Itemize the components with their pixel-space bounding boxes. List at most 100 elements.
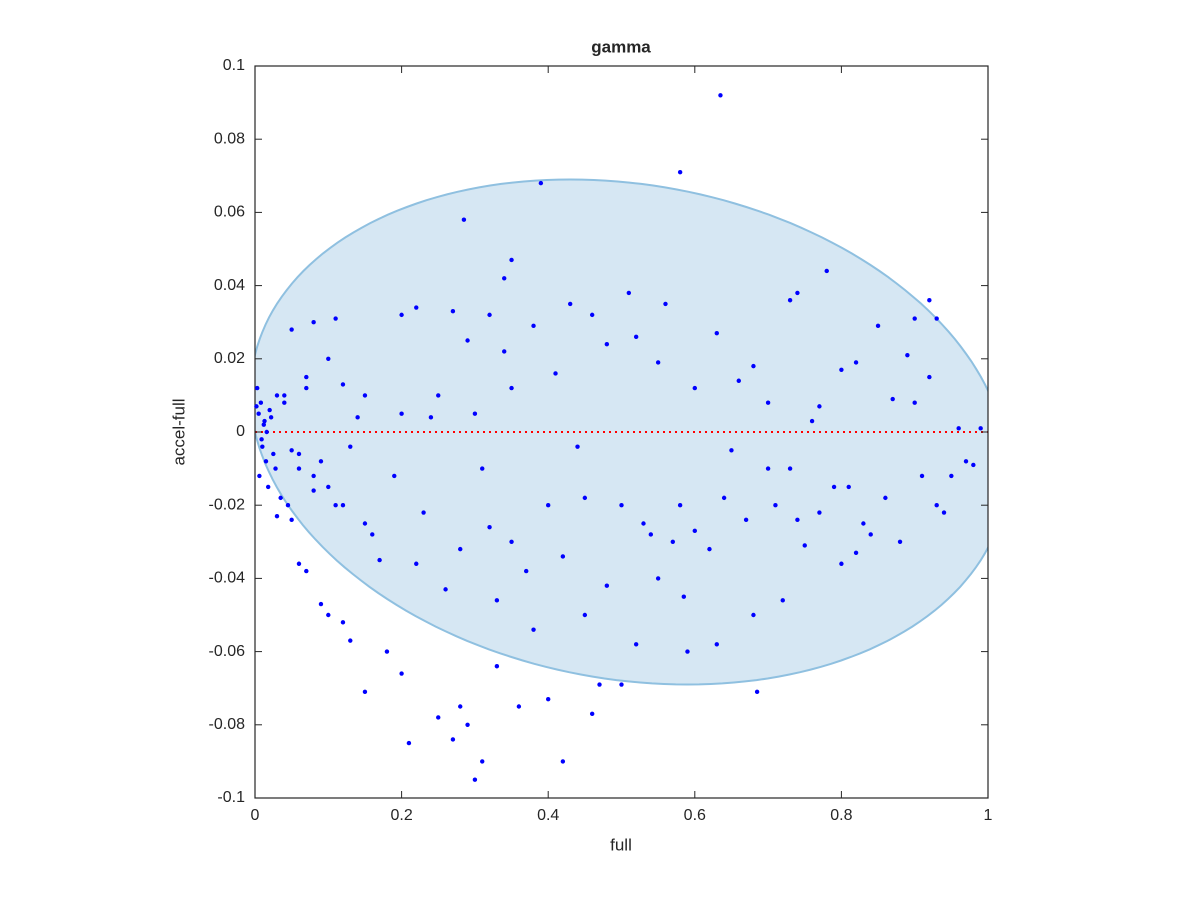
point <box>809 418 815 424</box>
point <box>919 473 925 479</box>
point <box>754 689 760 695</box>
point <box>718 93 723 98</box>
x-axis-label: full <box>610 835 632 854</box>
point <box>546 503 551 508</box>
point <box>326 612 331 618</box>
point <box>589 711 595 717</box>
point <box>560 759 566 764</box>
point <box>721 495 727 501</box>
point <box>729 448 734 453</box>
point <box>274 393 280 398</box>
point <box>450 737 456 742</box>
point <box>289 327 294 332</box>
point <box>509 385 514 391</box>
point <box>868 532 873 537</box>
point <box>905 352 910 358</box>
point <box>655 576 661 581</box>
point <box>846 484 851 490</box>
point <box>285 503 291 508</box>
point <box>516 704 522 709</box>
point <box>450 309 456 314</box>
point <box>619 682 624 687</box>
point <box>560 554 566 559</box>
point <box>751 363 756 369</box>
point <box>267 407 272 413</box>
point <box>296 451 302 457</box>
point <box>256 411 261 416</box>
point <box>258 400 264 405</box>
point <box>589 312 595 318</box>
point <box>494 598 500 603</box>
point <box>780 598 785 603</box>
point <box>443 587 448 592</box>
point <box>421 510 426 515</box>
point <box>311 488 316 493</box>
point <box>853 360 859 365</box>
x-tick-label: 0.6 <box>684 807 706 824</box>
point <box>326 484 331 490</box>
point <box>817 510 822 515</box>
point <box>254 385 260 391</box>
point <box>436 715 441 720</box>
point <box>831 484 837 490</box>
point <box>949 473 954 479</box>
point <box>765 400 771 405</box>
point <box>890 396 895 402</box>
y-tick-label: -0.08 <box>209 716 246 733</box>
point <box>787 466 793 471</box>
point <box>714 330 719 336</box>
point <box>304 385 309 391</box>
point <box>282 400 287 405</box>
y-tick-label: -0.04 <box>209 570 246 587</box>
point <box>273 466 278 471</box>
point <box>773 503 778 508</box>
point <box>956 426 961 431</box>
point <box>263 459 269 464</box>
point <box>254 404 259 409</box>
point <box>318 601 324 607</box>
point <box>304 374 309 380</box>
point <box>765 466 771 471</box>
point <box>472 777 478 782</box>
point <box>362 521 368 526</box>
point <box>458 546 463 552</box>
x-tick-label: 0 <box>251 807 260 824</box>
point <box>714 642 719 647</box>
point <box>502 349 507 354</box>
point <box>311 473 316 479</box>
y-tick-label: -0.1 <box>217 789 245 806</box>
point <box>340 382 346 387</box>
point <box>883 495 888 501</box>
point <box>795 290 800 296</box>
point <box>465 722 470 727</box>
point <box>626 290 632 296</box>
point <box>736 378 741 383</box>
point <box>509 257 514 263</box>
point <box>824 268 829 274</box>
x-tick-label: 0.8 <box>830 807 852 824</box>
point <box>340 620 346 625</box>
point <box>655 360 661 365</box>
point <box>399 411 404 416</box>
point <box>428 415 434 420</box>
point <box>340 503 346 508</box>
point <box>692 385 697 391</box>
point <box>282 393 287 398</box>
point <box>399 312 404 318</box>
point <box>633 334 639 340</box>
y-axis-label: accel-full <box>169 398 188 465</box>
point <box>296 466 302 471</box>
point <box>262 418 267 424</box>
point <box>648 532 654 537</box>
point <box>458 704 463 709</box>
point <box>707 546 712 552</box>
point <box>604 341 610 347</box>
point <box>487 312 492 318</box>
point <box>817 404 822 409</box>
y-tick-label: -0.06 <box>209 643 246 660</box>
point <box>677 169 683 175</box>
point <box>296 561 302 566</box>
plot-area: 0 0.2 0.4 0.6 0.8 1 -0.1 -0.08 -0.06 -0.04 -0.02 0 0… <box>209 57 993 824</box>
point <box>370 532 375 537</box>
point <box>461 217 467 222</box>
